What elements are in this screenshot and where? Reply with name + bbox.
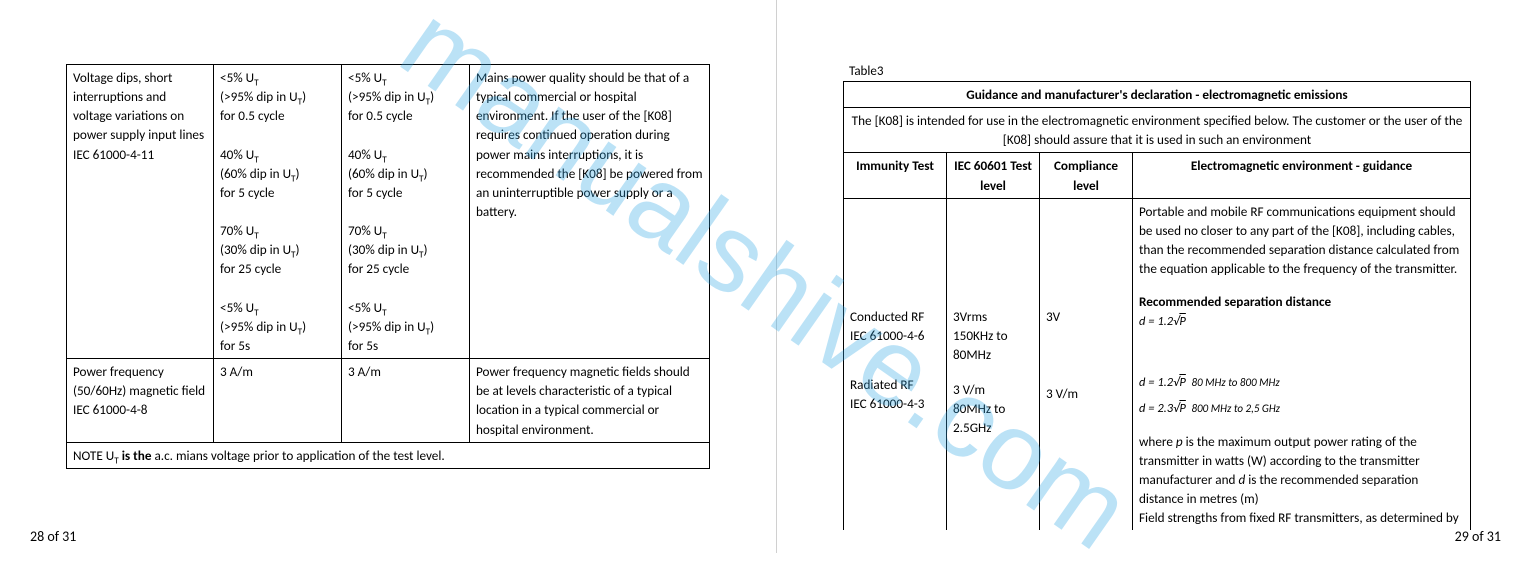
page-number: 29 of 31 [1455,528,1501,545]
cell-levels: 3Vrms150KHz to 80MHz 3 V/m80MHz to 2.5GH… [947,198,1040,530]
guidance-bottom: where p is the maximum output power rati… [1139,433,1459,527]
cell-guidance: Mains power quality should be that of a … [470,65,710,359]
radiated-comp: 3 V/m [1046,385,1078,402]
right-table: Guidance and manufacturer's declaration … [843,81,1471,530]
table-row: Conducted RFIEC 61000-4-6 Radiated RFIEC… [844,198,1471,530]
page-right: Table3 Guidance and manufacturer's decla… [777,0,1531,553]
table-label: Table3 [849,64,1471,79]
cell-tests: Conducted RFIEC 61000-4-6 Radiated RFIEC… [844,198,947,530]
note-row: NOTE UT is the a.c. mians voltage prior … [67,442,710,468]
col-immunity: Immunity Test [844,153,947,198]
header-row: Guidance and manufacturer's declaration … [844,82,1471,108]
conducted-comp: 3V [1046,308,1060,325]
cell-guidance: Portable and mobile RF communications eq… [1133,198,1471,530]
col-testlevel: IEC 60601 Test level [947,153,1040,198]
cell-comp: 3V 3 V/m [1040,198,1133,530]
guidance-top: Portable and mobile RF communications eq… [1139,203,1459,277]
radiated-level: 3 V/m80MHz to 2.5GHz [953,381,1005,436]
page-spread: Voltage dips, short interruptions and vo… [0,0,1531,553]
radiated-rf-label: Radiated RFIEC 61000-4-3 [850,376,924,412]
note-cell: NOTE UT is the a.c. mians voltage prior … [67,442,710,468]
equation-1: d = 1.2√P [1139,314,1186,329]
cell-test: Voltage dips, short interruptions and vo… [67,65,214,359]
equation-3: d = 2.3√P 800 MHz to 2,5 GHz [1139,401,1280,416]
table-row: Power frequency (50/60Hz) magnetic field… [67,359,710,443]
header-row: The [K08] is intended for use in the ele… [844,108,1471,153]
cell-comp-level: 3 A/m [342,359,470,443]
conducted-rf-label: Conducted RFIEC 61000-4-6 [850,308,924,344]
cell-test: Power frequency (50/60Hz) magnetic field… [67,359,214,443]
conducted-level: 3Vrms150KHz to 80MHz [953,308,1008,363]
column-header-row: Immunity Test IEC 60601 Test level Compl… [844,153,1471,198]
cell-iec-level: 3 A/m [214,359,342,443]
page-left: Voltage dips, short interruptions and vo… [0,0,776,553]
rec-sep-heading: Recommended separation distance [1139,293,1331,310]
col-guidance: Electromagnetic environment - guidance [1133,153,1471,198]
cell-guidance: Power frequency magnetic fields should b… [470,359,710,443]
col-compliance: Compliance level [1040,153,1133,198]
cell-iec-level: <5% UT(>95% dip in UT)for 0.5 cycle40% U… [214,65,342,359]
header-title: Guidance and manufacturer's declaration … [844,82,1471,108]
cell-comp-level: <5% UT(>95% dip in UT)for 0.5 cycle40% U… [342,65,470,359]
left-table: Voltage dips, short interruptions and vo… [66,64,710,469]
table-row: Voltage dips, short interruptions and vo… [67,65,710,359]
header-desc: The [K08] is intended for use in the ele… [844,108,1471,153]
page-number: 28 of 31 [30,528,76,545]
equation-2: d = 1.2√P 80 MHz to 800 MHz [1139,375,1280,390]
